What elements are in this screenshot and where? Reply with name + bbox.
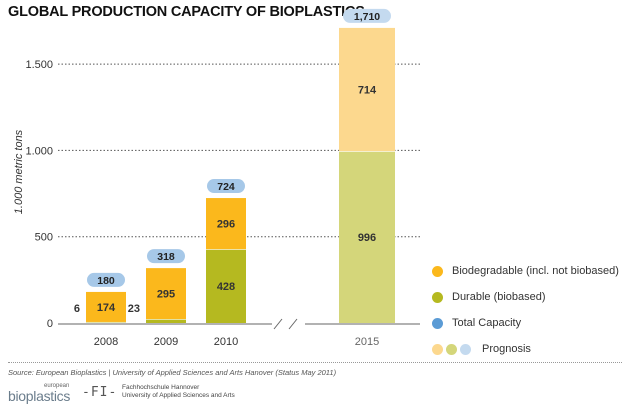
total-capacity-label: 180	[97, 275, 115, 287]
data-label-biodegradable: 296	[217, 219, 235, 231]
fh-hannover-logo: -FI-	[82, 385, 118, 400]
total-capacity-pill	[147, 249, 185, 264]
x-tick-label: 2009	[154, 336, 178, 348]
bar-biodegradable-2008	[86, 291, 126, 322]
legend-item-biodegradable: Biodegradable (incl. not biobased)	[432, 258, 619, 284]
bar-biodegradable-2010	[206, 198, 246, 250]
legend-label-biodegradable: Biodegradable (incl. not biobased)	[452, 265, 619, 277]
data-label-durable: 23	[128, 303, 140, 315]
y-tick-label: 500	[35, 232, 53, 244]
data-label-durable: 996	[358, 232, 376, 244]
total-capacity-pill	[87, 272, 125, 287]
legend-label-total: Total Capacity	[452, 317, 522, 329]
x-tick-label: 2008	[94, 336, 118, 348]
bar-durable-2009	[146, 319, 186, 323]
chart-legend: Biodegradable (incl. not biobased) Durab…	[432, 258, 619, 362]
y-tick-label: 0	[47, 318, 53, 330]
legend-swatch-durable	[432, 291, 443, 303]
axis-break-mark	[273, 318, 283, 330]
data-label-biodegradable: 714	[358, 85, 377, 97]
bar-biodegradable-2015	[339, 27, 395, 152]
legend-label-durable: Durable (biobased)	[452, 291, 546, 303]
x-tick-label: 2010	[214, 336, 238, 348]
total-capacity-label: 724	[217, 181, 235, 193]
legend-swatch-prognosis	[432, 343, 474, 355]
total-capacity-pill	[207, 179, 245, 194]
total-capacity-label: 318	[157, 251, 175, 263]
y-axis-label: 1.000 metric tons	[13, 129, 25, 214]
y-tick-label: 1.000	[25, 145, 53, 157]
total-capacity-label: 1,710	[354, 11, 380, 23]
x-tick-label: 2015	[355, 336, 379, 348]
legend-label-prognosis: Prognosis	[482, 343, 531, 355]
axis-break-mark	[288, 318, 298, 330]
data-label-biodegradable: 174	[97, 302, 116, 314]
total-capacity-pill	[343, 8, 391, 23]
footer-divider	[8, 362, 622, 363]
bar-durable-2015	[339, 151, 395, 323]
bar-durable-2010	[206, 249, 246, 323]
fh-hannover-name: Fachhochschule Hannover University of Ap…	[122, 384, 235, 400]
bar-biodegradable-2009	[146, 268, 186, 320]
source-note: Source: European Bioplastics | Universit…	[8, 368, 337, 377]
y-tick-label: 1.500	[25, 59, 53, 71]
legend-item-total: Total Capacity	[432, 310, 619, 336]
data-label-biodegradable: 295	[157, 289, 175, 301]
european-bioplastics-logo: european bioplastics	[8, 383, 71, 404]
data-label-durable: 428	[217, 281, 235, 293]
chart-title: GLOBAL PRODUCTION CAPACITY OF BIOPLASTIC…	[8, 4, 365, 20]
legend-item-durable: Durable (biobased)	[432, 284, 619, 310]
bar-chart: 0 500 1.000 1.500 1.000 metric tons 174 6 180 20…	[13, 8, 420, 348]
legend-swatch-total	[432, 317, 443, 329]
legend-item-prognosis: Prognosis	[432, 336, 619, 362]
legend-swatch-biodegradable	[432, 265, 443, 277]
data-label-durable: 6	[74, 303, 80, 315]
